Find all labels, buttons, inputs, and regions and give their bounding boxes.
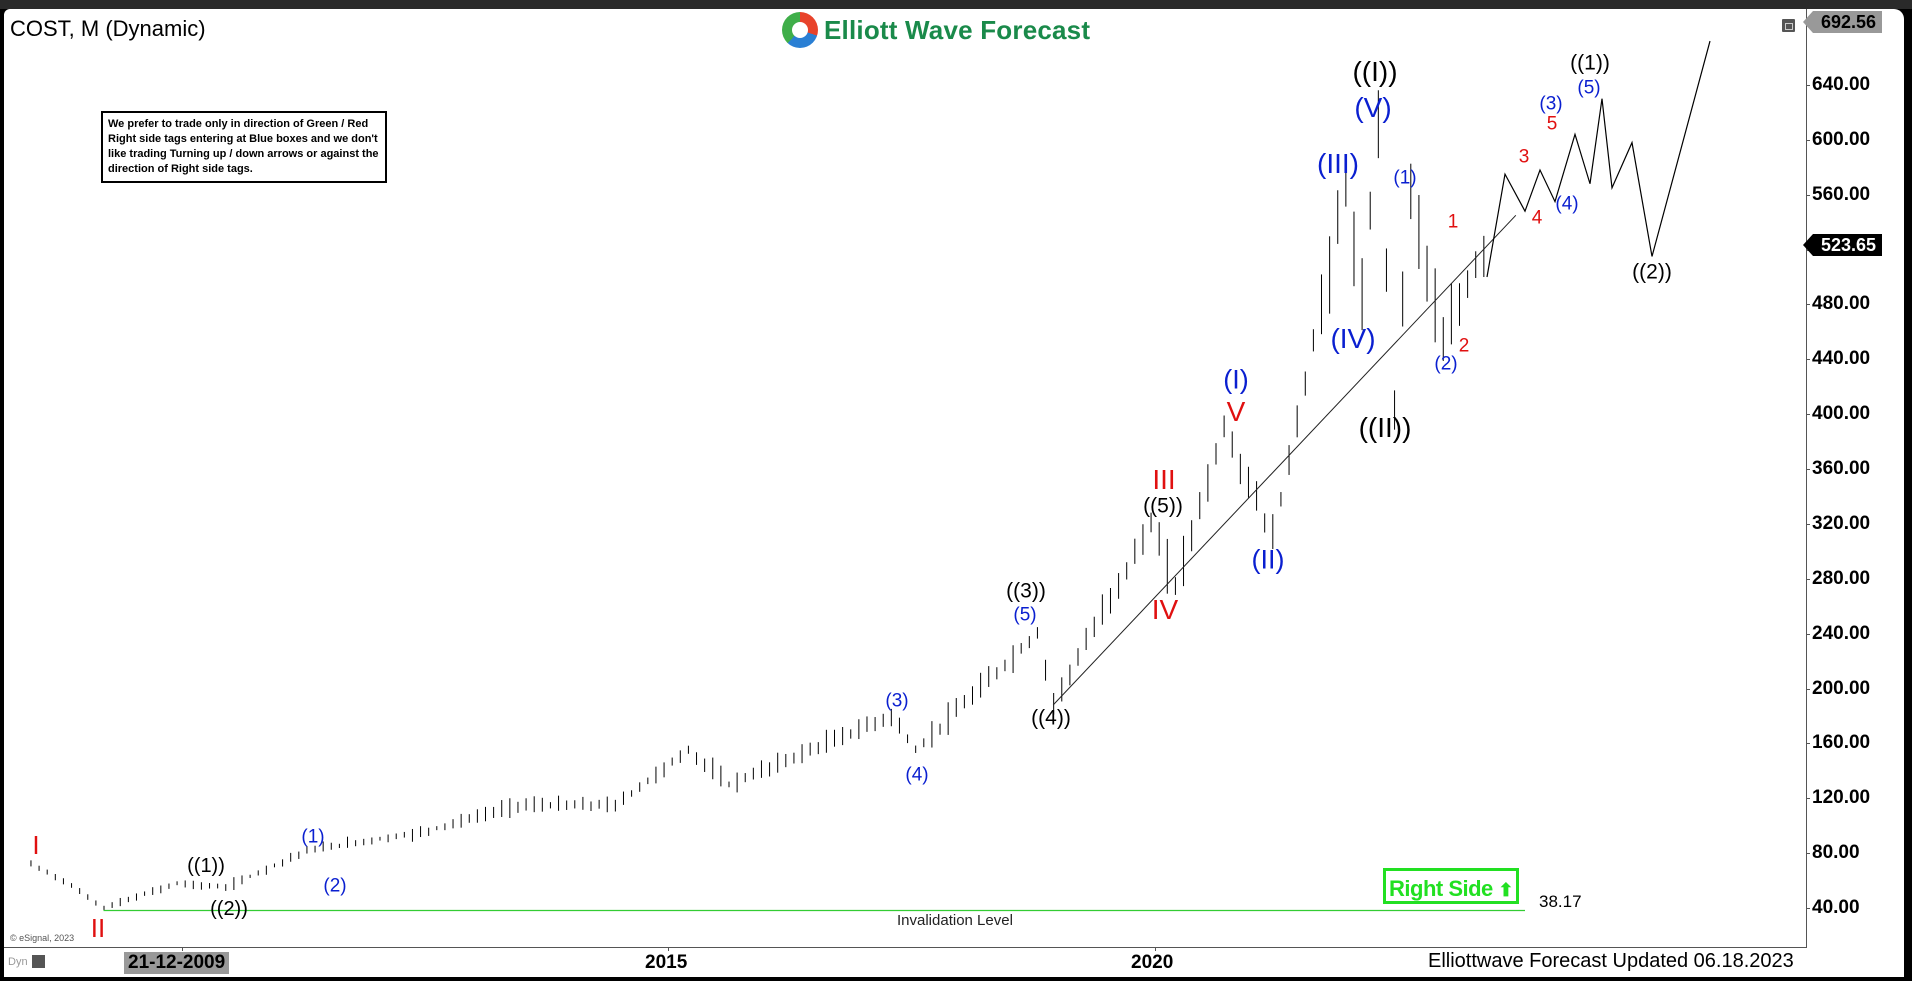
last-price-tag: 523.65 — [1802, 234, 1883, 256]
invalidation-label: Invalidation Level — [897, 912, 1013, 929]
window-top-bar — [0, 0, 1912, 9]
wave-label: ((2)) — [1632, 260, 1672, 284]
x-tick — [182, 947, 183, 951]
y-tick-label: 480.00 — [1805, 293, 1871, 315]
y-tick-label: 80.00 — [1806, 842, 1860, 864]
wave-label: (5) — [1577, 77, 1601, 99]
y-tick-label: 240.00 — [1805, 622, 1871, 644]
brand-logo: Elliott Wave Forecast — [778, 11, 1095, 49]
wave-label: ((1)) — [1570, 51, 1610, 75]
y-tick-label: 320.00 — [1805, 512, 1871, 534]
wave-label: III — [1152, 464, 1176, 495]
wave-label: (1) — [1393, 167, 1417, 189]
wave-label: (I) — [1223, 364, 1249, 395]
chart-title: COST, M (Dynamic) — [10, 16, 206, 41]
wave-label: 2 — [1458, 335, 1470, 357]
wave-label: (1) — [301, 826, 325, 848]
logo-text: Elliott Wave Forecast — [824, 14, 1091, 45]
x-label-2015: 2015 — [645, 952, 688, 973]
wave-label: ((4)) — [1031, 706, 1071, 730]
x-tick — [668, 947, 669, 951]
wave-label: (2) — [323, 875, 347, 897]
wave-label: (III) — [1317, 148, 1359, 179]
y-tick-label: 40.00 — [1806, 897, 1860, 918]
wave-label: (5) — [1013, 604, 1037, 626]
wave-label: (4) — [1555, 193, 1579, 215]
wave-label: (3) — [1539, 93, 1563, 115]
copyright: © eSignal, 2023 — [10, 933, 75, 943]
lock-scale-icon[interactable] — [32, 955, 45, 968]
wave-label: ((II)) — [1358, 412, 1412, 443]
x-tick — [1155, 947, 1156, 951]
wave-label: (IV) — [1330, 323, 1376, 354]
wave-label: ((2)) — [210, 898, 248, 920]
right-side-tag: Right Side ⬆ — [1383, 868, 1519, 904]
wave-label: (3) — [885, 690, 909, 712]
up-arrow-icon: ⬆ — [1498, 880, 1513, 900]
wave-label: (2) — [1434, 353, 1458, 375]
x-label-2020: 2020 — [1131, 952, 1174, 973]
y-tick-label: 280.00 — [1805, 567, 1871, 589]
y-tick-label: 560.00 — [1805, 183, 1871, 205]
invalidation-value: 38.17 — [1539, 892, 1582, 911]
wave-label: (4) — [905, 764, 929, 786]
trading-note: We prefer to trade only in direction of … — [101, 111, 387, 183]
wave-label: 1 — [1447, 211, 1459, 233]
wave-label: I — [32, 830, 40, 860]
wave-label: ((1)) — [187, 855, 225, 877]
wave-label: 5 — [1546, 113, 1558, 135]
y-tick-label: 400.00 — [1805, 403, 1871, 425]
logo-icon — [782, 12, 818, 48]
right-side-label: Right Side — [1389, 876, 1493, 901]
wave-label: V — [1226, 396, 1246, 427]
y-tick-label: 640.00 — [1805, 73, 1871, 95]
wave-label: ((3)) — [1006, 579, 1046, 603]
price-axis[interactable]: 640.00600.00560.00520.00480.00440.00400.… — [1805, 9, 1902, 947]
wave-label: ((5)) — [1143, 494, 1183, 518]
wave-label: 4 — [1531, 207, 1543, 229]
y-tick-label: 120.00 — [1805, 787, 1871, 809]
wave-label: (II) — [1251, 544, 1285, 575]
restore-window-icon[interactable] — [1782, 19, 1795, 32]
wave-label: 3 — [1518, 146, 1530, 168]
wave-label: IV — [1151, 594, 1179, 625]
y-tick-label: 200.00 — [1805, 677, 1871, 699]
wave-label: ((I)) — [1352, 56, 1398, 87]
dyn-label: Dyn — [8, 956, 28, 968]
high-price-tag: 692.56 — [1802, 11, 1883, 33]
x-cursor-date: 21-12-2009 — [124, 952, 230, 974]
y-tick-label: 440.00 — [1805, 348, 1871, 370]
plot-area[interactable] — [4, 9, 1807, 948]
wave-label: (V) — [1354, 92, 1392, 123]
y-tick-label: 600.00 — [1805, 128, 1871, 150]
y-tick-label: 360.00 — [1805, 458, 1871, 480]
updated-stamp: Elliottwave Forecast Updated 06.18.2023 — [1428, 950, 1794, 972]
wave-label: II — [90, 913, 106, 943]
y-tick-label: 160.00 — [1805, 732, 1871, 754]
